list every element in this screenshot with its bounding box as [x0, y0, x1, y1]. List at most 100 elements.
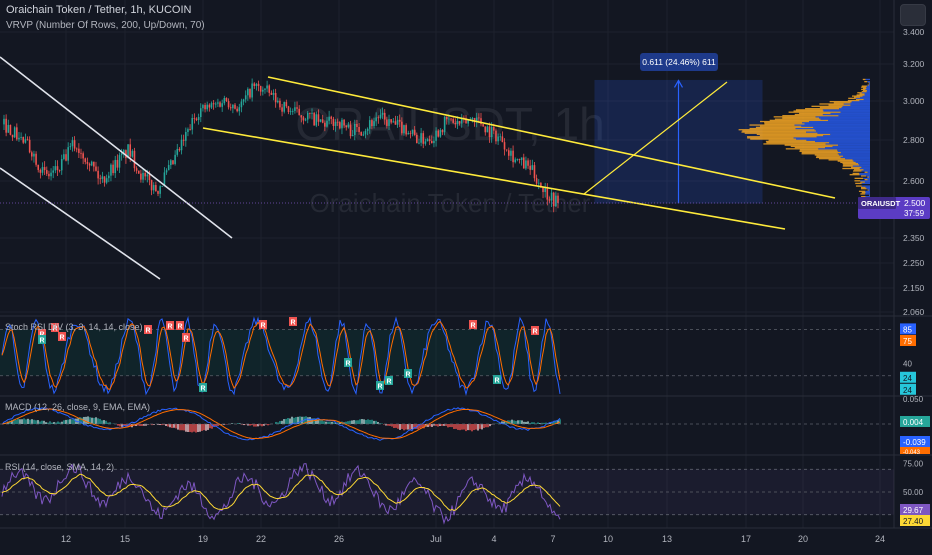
vp-up-bar: [867, 188, 870, 189]
macd-histogram-bar: [511, 420, 512, 424]
candle-body: [392, 121, 394, 122]
macd-histogram-bar: [363, 419, 364, 424]
vp-up-bar: [806, 140, 870, 141]
vrvp-label[interactable]: VRVP (Number Of Rows, 200, Up/Down, 70): [6, 20, 205, 31]
candle-body: [189, 129, 191, 130]
vp-up-bar: [816, 130, 870, 131]
vp-up-bar: [859, 164, 870, 165]
macd-histogram-bar: [21, 419, 22, 424]
vp-down-bar: [848, 100, 860, 101]
vp-down-bar: [760, 135, 823, 136]
candle-body: [136, 168, 138, 171]
vp-down-bar: [859, 191, 865, 192]
macd-histogram-bar: [169, 424, 170, 427]
macd-histogram-bar: [467, 424, 468, 430]
macd-histogram-bar: [463, 424, 464, 430]
macd-histogram-bar: [411, 424, 412, 429]
signal-bear-label: R: [290, 320, 295, 327]
x-tick-label: 13: [662, 534, 672, 544]
vp-up-bar: [794, 137, 870, 138]
macd-histogram-bar: [153, 424, 154, 425]
candle-body: [194, 118, 196, 119]
stoch-rsi-label[interactable]: Stoch RSI DIV (3, 3, 14, 14, close): [5, 322, 143, 332]
candle-body: [352, 135, 354, 136]
candle-body: [102, 176, 104, 179]
macd-histogram-bar: [209, 424, 210, 428]
candle-body: [112, 165, 114, 173]
x-tick-label: 24: [875, 534, 885, 544]
vp-down-bar: [820, 107, 842, 108]
vp-down-bar: [756, 127, 813, 128]
macd-label[interactable]: MACD (12, 26, close, 9, EMA, EMA): [5, 402, 150, 412]
macd-histogram-bar: [395, 424, 396, 428]
macd-histogram-bar: [489, 424, 490, 426]
macd-histogram-bar: [237, 423, 238, 424]
candle-body: [117, 160, 119, 168]
candle-body: [455, 123, 457, 124]
candle-body: [144, 173, 146, 176]
vp-down-bar: [786, 148, 819, 149]
candle-body: [435, 131, 437, 141]
fullscreen-button[interactable]: [900, 4, 926, 26]
vp-up-bar: [860, 180, 870, 181]
signal-bear-label: R: [260, 323, 265, 330]
candle-body: [48, 174, 50, 176]
candle-body: [354, 124, 356, 135]
measure-label: 0.611 (24.46%) 611: [642, 57, 716, 67]
vp-up-bar: [794, 124, 870, 125]
vp-down-bar: [840, 162, 856, 163]
vp-down-bar: [863, 79, 866, 80]
macd-histogram-bar: [361, 419, 362, 424]
signal-bear-label: R: [532, 329, 537, 336]
macd-histogram-bar: [97, 418, 98, 424]
macd-histogram-bar: [35, 420, 36, 424]
macd-histogram-bar: [193, 424, 194, 432]
vp-down-bar: [854, 97, 860, 98]
vp-up-bar: [863, 95, 870, 96]
vp-down-bar: [868, 189, 869, 190]
vp-down-bar: [856, 185, 862, 186]
x-tick-label: 10: [603, 534, 613, 544]
macd-histogram-bar: [319, 420, 320, 424]
vp-up-bar: [867, 81, 870, 82]
vp-down-bar: [745, 133, 818, 134]
vp-down-bar: [819, 158, 845, 159]
stoch-axis-label: 24: [903, 374, 912, 383]
candle-body: [390, 119, 392, 122]
macd-axis-label: 0.050: [903, 395, 924, 404]
macd-histogram-bar: [323, 421, 324, 424]
macd-histogram-bar: [393, 424, 394, 428]
signal-bull-label: R: [377, 384, 382, 391]
macd-histogram-bar: [373, 421, 374, 424]
vp-down-bar: [834, 102, 851, 103]
vp-up-bar: [865, 94, 870, 95]
macd-histogram-bar: [369, 420, 370, 424]
vp-up-bar: [826, 143, 870, 144]
candle-body: [397, 120, 399, 125]
macd-histogram-bar: [249, 424, 250, 426]
candle-body: [266, 86, 268, 89]
macd-histogram-bar: [63, 420, 64, 424]
x-tick-label: 7: [550, 534, 555, 544]
vp-down-bar: [799, 151, 837, 152]
candle-body: [52, 170, 54, 172]
candle-body: [506, 149, 508, 150]
vp-down-bar: [843, 165, 853, 166]
candle-body: [538, 183, 540, 184]
macd-histogram-bar: [455, 424, 456, 429]
candle-body: [97, 171, 99, 179]
vp-up-bar: [841, 112, 870, 113]
macd-histogram-bar: [287, 418, 288, 424]
candle-body: [224, 98, 226, 103]
macd-signal-tag: -0.043: [903, 450, 921, 456]
macd-histogram-bar: [407, 424, 408, 430]
rsi-label[interactable]: RSI (14, close, SMA, 14, 2): [5, 462, 114, 472]
candle-body: [450, 119, 452, 120]
signal-bull-label: R: [386, 379, 391, 386]
vp-up-bar: [869, 195, 870, 196]
candle-body: [343, 120, 345, 126]
macd-histogram-bar: [205, 424, 206, 431]
candle-body: [363, 134, 365, 135]
